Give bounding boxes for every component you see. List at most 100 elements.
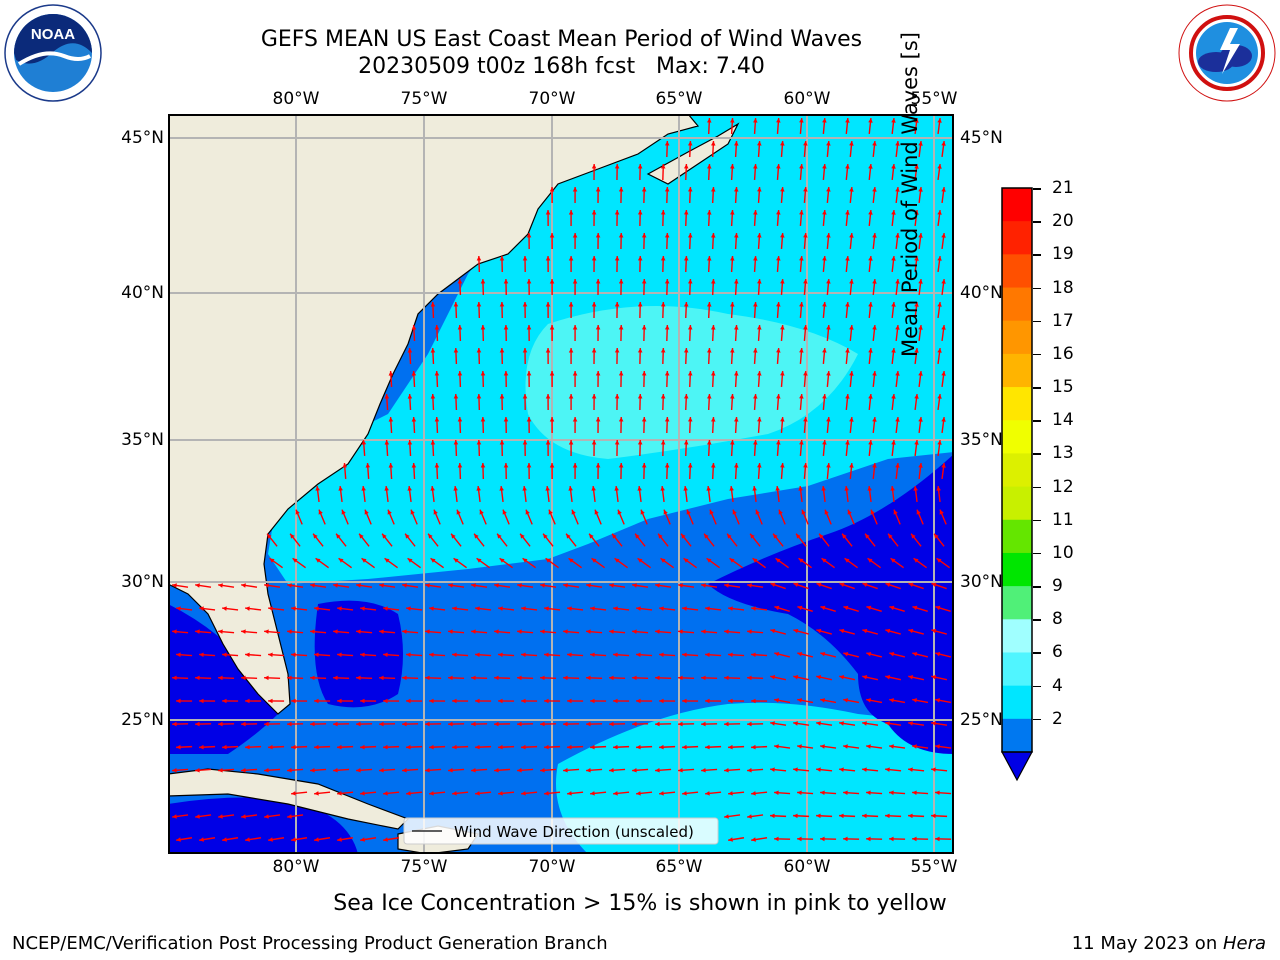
- wave-direction-arrow: [241, 675, 258, 681]
- wave-direction-arrow: [572, 416, 578, 434]
- wave-direction-arrow: [637, 347, 643, 365]
- wave-direction-arrow: [872, 370, 877, 388]
- ocean-lt2-east: [708, 454, 954, 754]
- wave-direction-arrow: [430, 301, 436, 319]
- wave-direction-arrow: [218, 767, 235, 773]
- legend-label: Wind Wave Direction (unscaled): [454, 823, 694, 841]
- wave-direction-arrow: [706, 301, 712, 319]
- wave-direction-arrow: [729, 485, 734, 503]
- wave-direction-arrow: [479, 509, 487, 525]
- wave-direction-arrow: [841, 533, 853, 547]
- colorbar-tick: 6: [1052, 642, 1063, 663]
- wave-direction-arrow: [753, 347, 758, 365]
- wave-direction-arrow: [480, 324, 486, 342]
- wave-direction-arrow: [822, 347, 827, 365]
- wave-direction-arrow: [678, 721, 695, 727]
- colorbar-bin: [1002, 552, 1032, 587]
- wave-direction-arrow: [843, 605, 859, 612]
- wave-direction-arrow: [456, 509, 464, 525]
- wave-direction-arrow: [614, 255, 620, 273]
- wave-direction-arrow: [770, 721, 787, 726]
- wave-direction-arrow: [526, 370, 532, 388]
- wave-direction-arrow: [706, 117, 712, 135]
- wave-direction-arrow: [590, 791, 607, 796]
- wave-direction-arrow: [337, 698, 354, 704]
- wave-direction-arrow: [935, 605, 951, 612]
- wave-direction-arrow: [826, 186, 831, 204]
- lon-label-bottom: 55°W: [910, 857, 958, 877]
- wave-direction-arrow: [430, 485, 435, 503]
- wave-direction-arrow: [360, 744, 377, 750]
- wave-direction-arrow: [618, 416, 624, 434]
- wave-direction-arrow: [664, 324, 670, 342]
- wave-direction-arrow: [314, 698, 331, 704]
- wave-direction-arrow: [774, 605, 790, 612]
- wave-direction-arrow: [891, 209, 896, 227]
- wave-direction-arrow: [729, 557, 744, 569]
- wave-direction-arrow: [870, 509, 878, 525]
- wave-direction-arrow: [862, 582, 878, 590]
- wave-direction-arrow: [705, 698, 722, 704]
- wave-direction-arrow: [471, 583, 488, 588]
- wave-direction-arrow: [872, 186, 877, 204]
- wave-direction-arrow: [734, 324, 739, 342]
- wave-direction-arrow: [222, 744, 239, 750]
- wave-direction-arrow: [660, 439, 666, 457]
- wave-direction-arrow: [724, 721, 741, 727]
- wave-direction-arrow: [411, 416, 417, 434]
- wave-direction-arrow: [664, 140, 670, 158]
- wave-direction-arrow: [751, 698, 768, 704]
- wave-direction-arrow: [291, 744, 308, 750]
- wave-direction-arrow: [663, 509, 671, 525]
- wave-direction-arrow: [289, 533, 301, 547]
- wave-direction-arrow: [728, 606, 745, 611]
- wave-direction-arrow: [866, 836, 883, 842]
- wave-direction-arrow: [849, 370, 854, 388]
- wave-direction-arrow: [890, 485, 895, 503]
- wave-direction-arrow: [521, 744, 538, 750]
- wave-direction-arrow: [613, 606, 630, 611]
- wave-direction-arrow: [545, 439, 551, 457]
- wave-direction-arrow: [291, 698, 308, 704]
- wave-direction-arrow: [176, 744, 193, 750]
- wave-direction-arrow: [365, 462, 371, 480]
- wave-direction-arrow: [457, 324, 463, 342]
- wave-direction-arrow: [799, 347, 804, 365]
- wave-direction-arrow: [770, 767, 787, 772]
- wave-direction-arrow: [843, 744, 860, 749]
- wave-direction-arrow: [502, 509, 510, 525]
- wave-direction-arrow: [730, 301, 735, 319]
- wave-direction-arrow: [728, 791, 745, 796]
- wave-direction-arrow: [937, 163, 942, 181]
- wave-direction-arrow: [549, 324, 555, 342]
- wave-direction-arrow: [706, 439, 712, 457]
- wave-direction-arrow: [545, 209, 551, 227]
- wave-direction-arrow: [402, 675, 419, 681]
- wave-direction-arrow: [780, 186, 785, 204]
- wave-direction-arrow: [430, 557, 445, 569]
- wave-direction-arrow: [757, 370, 762, 388]
- wave-direction-arrow: [434, 462, 440, 480]
- colorbar-tick: 13: [1052, 443, 1074, 464]
- wave-direction-arrow: [780, 140, 785, 158]
- wave-direction-arrow: [341, 509, 349, 525]
- wave-direction-arrow: [337, 652, 354, 658]
- wave-direction-arrow: [683, 209, 689, 227]
- wave-direction-arrow: [820, 651, 837, 658]
- wave-direction-arrow: [824, 509, 832, 525]
- wave-direction-arrow: [636, 606, 653, 611]
- lat-label-right: 45°N: [960, 128, 1003, 148]
- lon-label-top: 60°W: [783, 89, 831, 109]
- wave-direction-arrow: [521, 652, 538, 658]
- wave-direction-arrow: [407, 557, 422, 569]
- wave-direction-arrow: [314, 744, 331, 750]
- colorbar-tick-mark: [1033, 586, 1041, 588]
- wave-direction-arrow: [797, 605, 813, 612]
- wave-direction-arrow: [706, 393, 712, 411]
- wave-direction-arrow: [655, 629, 672, 634]
- colorbar-tick-mark: [1033, 519, 1041, 522]
- wave-direction-arrow: [822, 393, 827, 411]
- wave-direction-arrow: [895, 186, 900, 204]
- wave-direction-arrow: [776, 255, 781, 273]
- wave-direction-arrow: [609, 629, 626, 634]
